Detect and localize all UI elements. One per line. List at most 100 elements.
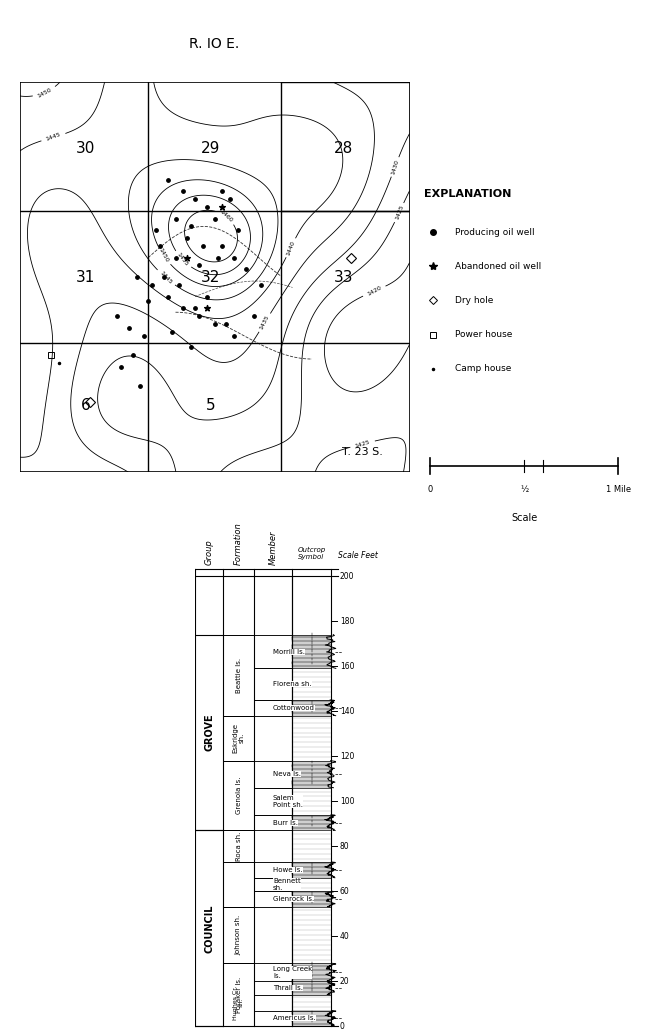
Point [147,277,157,293]
Bar [292,1010,331,1027]
Bar [292,716,331,760]
Bar [292,831,331,862]
Text: 1440: 1440 [285,239,296,256]
Text: 160: 160 [340,662,354,670]
Point [178,183,188,200]
Text: 140: 140 [340,707,354,716]
Point [229,250,239,266]
Bar [292,981,331,995]
Text: Power house: Power house [454,330,512,339]
Text: 1425: 1425 [394,204,404,221]
Point [209,210,220,227]
Text: Foraker Is.: Foraker Is. [235,977,242,1013]
Point [233,222,243,238]
Text: Abandoned oil well: Abandoned oil well [454,262,541,270]
Bar [292,891,331,906]
Text: Producing oil well: Producing oil well [454,228,534,236]
Text: Eskridge
sh.: Eskridge sh. [232,723,245,753]
Text: 1445: 1445 [159,270,173,285]
Text: Glenrock Is.: Glenrock Is. [273,896,314,902]
Text: 1450: 1450 [36,87,53,98]
Text: Scale: Scale [511,513,538,523]
Point [116,358,126,375]
Text: 1445: 1445 [45,132,62,142]
Text: Grenola Is.: Grenola Is. [235,777,242,814]
Text: Member: Member [268,530,278,565]
Text: Dry hole: Dry hole [454,296,493,305]
Point [166,323,177,340]
Point [217,183,228,200]
Point [143,292,153,309]
Point [186,339,196,355]
Point [112,308,122,324]
Point [213,250,224,266]
Point [159,269,169,286]
Text: EXPLANATION: EXPLANATION [424,189,511,199]
Text: Salem
Point sh.: Salem Point sh. [273,795,303,808]
Text: Outcrop
Symbol: Outcrop Symbol [298,547,326,560]
Text: Morrill Is.: Morrill Is. [273,649,305,655]
Text: ½: ½ [520,485,528,494]
Text: 120: 120 [340,752,354,760]
Text: Group: Group [205,539,214,565]
Point [182,250,192,266]
Text: Scale Feet: Scale Feet [339,551,378,560]
Point [124,319,134,336]
Text: 28: 28 [333,141,353,156]
Point [202,199,212,215]
Bar [292,906,331,963]
Bar [292,814,331,831]
Text: 80: 80 [340,841,350,851]
Text: 100: 100 [340,797,354,806]
Point [202,288,212,305]
Bar [292,787,331,814]
Point [174,277,185,293]
Text: 40: 40 [340,931,350,941]
Text: 1455: 1455 [176,252,189,267]
Point [190,191,200,207]
Point [221,316,231,333]
Point [139,327,150,344]
Text: 33: 33 [333,269,353,285]
Point [202,300,212,317]
Point [209,316,220,333]
Point [198,237,208,254]
Point [131,269,142,286]
Bar [292,877,331,891]
Text: 1450: 1450 [158,248,170,264]
Text: Neva Is.: Neva Is. [273,771,301,777]
Text: Hughes Cr.
sh.: Hughes Cr. sh. [233,985,244,1019]
Text: 0: 0 [428,485,433,494]
Text: 0: 0 [340,1021,345,1031]
Text: Burr Is.: Burr Is. [273,819,298,826]
Text: 29: 29 [201,141,220,156]
Text: Formation: Formation [234,522,243,565]
Text: 1435: 1435 [259,315,270,330]
Point [190,300,200,317]
Bar [292,963,331,981]
Point [178,300,188,317]
Text: Americus Is.: Americus Is. [273,1015,316,1021]
Text: Roca sh.: Roca sh. [235,832,242,861]
Point [248,308,259,324]
Text: 20: 20 [340,977,350,986]
Text: Johnson sh.: Johnson sh. [235,915,242,955]
Text: Beattie Is.: Beattie Is. [235,658,242,693]
Bar [292,760,331,787]
Text: Florena sh.: Florena sh. [273,681,311,687]
Point [186,219,196,235]
Text: 1430: 1430 [391,159,400,175]
Text: R. IO E.: R. IO E. [189,37,240,51]
Text: 180: 180 [340,616,354,626]
Text: Camp house: Camp house [454,365,511,373]
Text: 32: 32 [201,269,220,285]
Bar [292,668,331,700]
Point [194,308,204,324]
Point [127,347,138,364]
Point [217,199,228,215]
Point [162,288,173,305]
Text: 1460: 1460 [218,209,233,224]
Text: 1425: 1425 [354,439,370,449]
Text: 31: 31 [76,269,96,285]
Text: 6: 6 [81,398,90,413]
